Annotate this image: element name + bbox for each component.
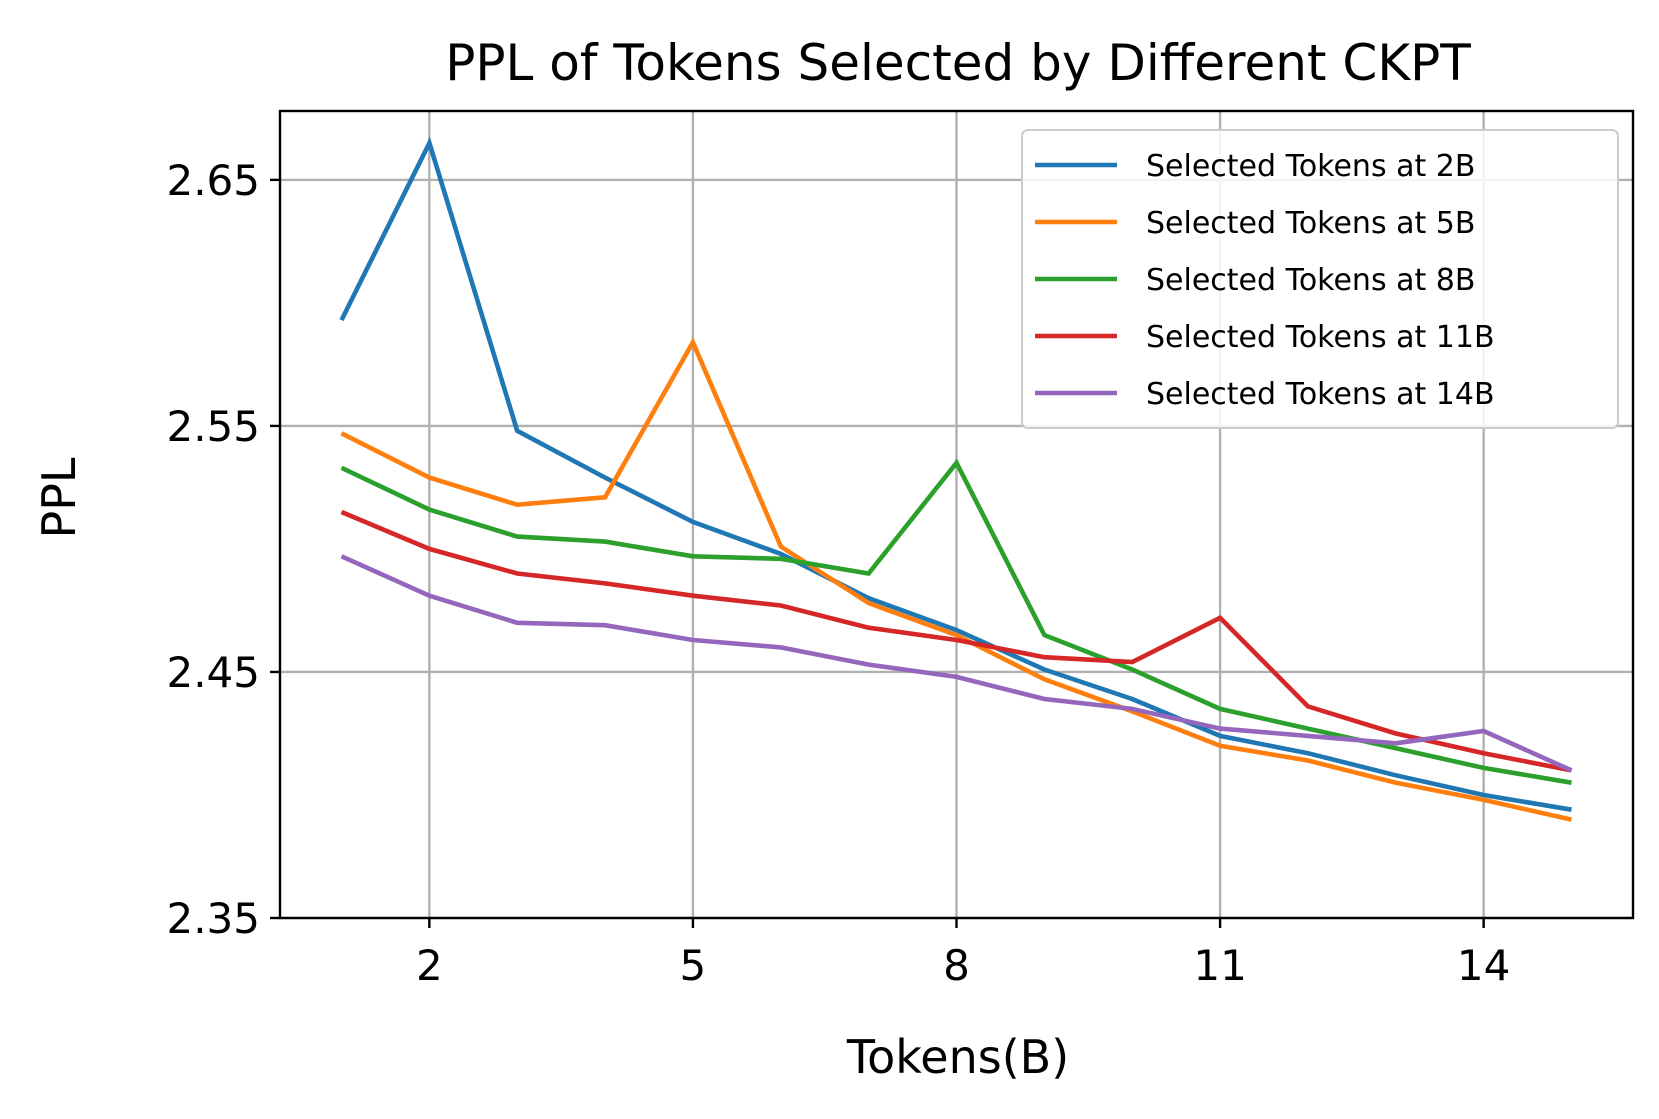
x-tick-label: 14 [1457,941,1510,990]
x-tick-label: 11 [1193,941,1246,990]
series-layer [339,136,1573,822]
series-line-5 [340,554,1573,773]
legend-label: Selected Tokens at 14B [1146,377,1495,412]
y-tick-label: 2.55 [166,402,260,451]
y-tick-label: 2.65 [166,156,260,205]
legend: Selected Tokens at 2B Selected Tokens at … [1021,129,1619,429]
legend-label: Selected Tokens at 2B [1146,149,1475,184]
legend-label: Selected Tokens at 11B [1146,320,1495,355]
y-tick-label: 2.45 [166,648,260,697]
y-tick-label: 2.35 [166,894,260,943]
legend-box [1021,129,1619,429]
series-line-2 [340,337,1573,822]
series-line-4 [340,509,1572,773]
legend-label: Selected Tokens at 8B [1146,263,1475,298]
y-axis-label: PPL [32,457,86,538]
series-line-1 [339,136,1572,812]
x-tick-label: 8 [943,941,970,990]
x-tick-label: 2 [416,941,443,990]
x-tick-label: 5 [680,941,707,990]
legend-label: Selected Tokens at 5B [1146,206,1475,241]
tick-layer: 2 5 8 11 14 2.35 2.45 2.55 2.65 [166,156,1510,990]
chart-title: PPL of Tokens Selected by Different CKPT [445,34,1471,92]
x-axis-label: Tokens(B) [846,1030,1069,1084]
